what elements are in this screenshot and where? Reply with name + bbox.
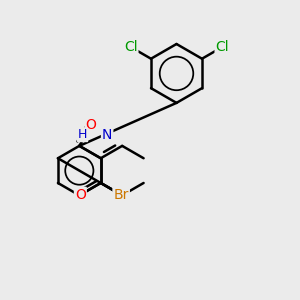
Text: O: O bbox=[75, 188, 86, 202]
Text: O: O bbox=[86, 118, 97, 133]
Text: O: O bbox=[117, 188, 128, 202]
Text: N: N bbox=[102, 128, 112, 142]
Text: Cl: Cl bbox=[216, 40, 229, 54]
Text: H: H bbox=[78, 128, 87, 141]
Text: Br: Br bbox=[113, 188, 129, 202]
Text: Cl: Cl bbox=[124, 40, 137, 54]
